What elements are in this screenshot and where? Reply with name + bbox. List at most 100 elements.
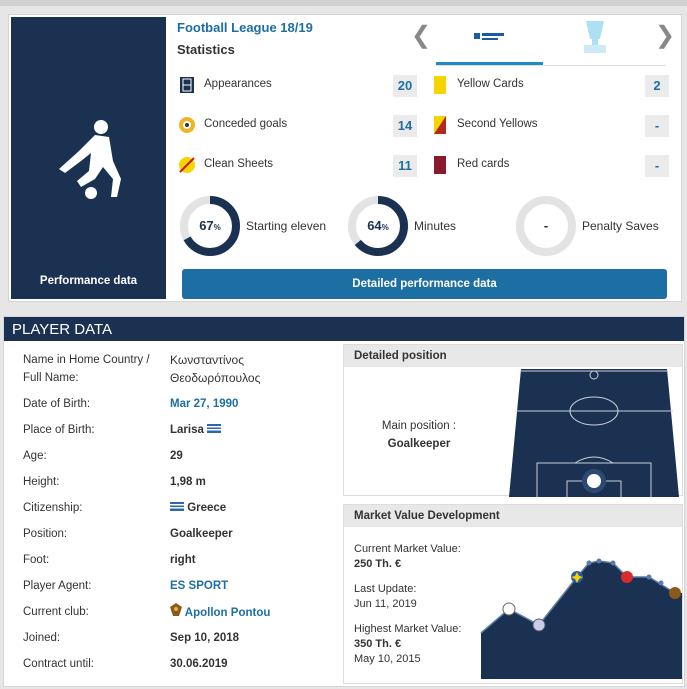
info-value: Larisa (170, 421, 330, 439)
side-label: Performance data (39, 275, 138, 287)
ring-text: 67% (179, 218, 241, 233)
stat-label: Red cards (457, 158, 510, 170)
info-label: Date of Birth: (23, 398, 91, 410)
ring (348, 196, 408, 256)
flag (207, 424, 222, 433)
ring-value: 64 (367, 218, 382, 233)
info-row: Age: 29 (10, 447, 340, 465)
info-value[interactable]: Apollon Pontou (170, 603, 330, 622)
info-label: Contract until: (23, 658, 94, 670)
info-label: Current club: (23, 606, 89, 618)
mv-value: 250 Th. € (354, 558, 402, 570)
stat-value: - (645, 155, 669, 177)
club-crest (170, 603, 182, 616)
citizenship-text: Greece (187, 502, 227, 514)
section-title: PLAYER DATA (4, 317, 684, 341)
info-value[interactable]: Mar 27, 1990 (170, 398, 239, 410)
ring-label: Minutes (414, 219, 457, 233)
mv-date: Jun 11, 2019 (354, 598, 417, 610)
position-panel: Detailed position Main position : Goalke… (343, 344, 683, 497)
ring-unit: % (381, 223, 389, 232)
ring-unit: % (213, 223, 221, 232)
info-value: 30.06.2019 (170, 658, 228, 670)
side-panel: Performance data (11, 17, 166, 299)
ring-text: - (515, 218, 577, 233)
info-value: 29 (170, 450, 183, 462)
info-label: Foot: (23, 554, 50, 566)
mv-value: 350 Th. € (354, 638, 402, 650)
stat-icon (179, 117, 195, 133)
panel-title: Detailed position (344, 345, 682, 367)
mv-chart (480, 558, 682, 679)
ring-arc (348, 196, 408, 256)
info-value: Goalkeeper (170, 528, 233, 540)
info-row: Height: 1,98 m (10, 473, 340, 491)
ring-value: - (543, 218, 549, 233)
club-text[interactable]: Apollon Pontou (184, 607, 271, 619)
stat-value: 14 (393, 115, 417, 137)
info-table: Name in Home Country / Full Name: Κωνσταν… (10, 351, 340, 681)
panel-title: Market Value Development (344, 505, 682, 527)
ring (516, 196, 576, 256)
ring-text: 64% (347, 218, 409, 233)
mv-label: Last Update: (354, 583, 417, 595)
info-row: Current club: Apollon Pontou (10, 603, 340, 622)
league-logo[interactable] (474, 31, 506, 43)
info-row: Place of Birth: Larisa (10, 421, 340, 439)
performance-card: Performance data Football League 18/19 S… (8, 14, 682, 302)
info-label: Position: (23, 528, 68, 540)
position-value: Goalkeeper (387, 438, 451, 450)
ring (180, 196, 240, 256)
stat-value: 11 (393, 155, 417, 177)
detail-button[interactable]: Detailed performance data (182, 269, 667, 299)
info-row: Citizenship: Greece (10, 499, 340, 517)
stat-value: 2 (645, 75, 669, 97)
info-value: 1,98 m (170, 476, 206, 488)
flag (170, 502, 184, 511)
cup-logo[interactable] (580, 17, 610, 57)
info-row: Player Agent: ES SPORT (10, 577, 340, 595)
stat-icon (179, 157, 195, 173)
prev-arrow[interactable]: ❮ (411, 22, 432, 49)
info-row: Joined: Sep 10, 2018 (10, 629, 340, 647)
stat-icon (434, 116, 446, 134)
stats-heading: Statistics (177, 42, 235, 57)
ring-track (516, 196, 576, 256)
info-value: right (170, 554, 196, 566)
stat-icon (434, 156, 446, 174)
info-value: Greece (170, 499, 330, 517)
mv-label: Highest Market Value: (354, 623, 462, 635)
stat-value: - (645, 115, 669, 137)
info-row: Contract until: 30.06.2019 (10, 655, 340, 673)
stat-icon (434, 76, 446, 94)
info-label: Joined: (23, 632, 61, 644)
league-name[interactable]: Football League 18/19 (177, 20, 313, 35)
ring-label: Penalty Saves (582, 219, 659, 233)
next-arrow[interactable]: ❯ (655, 22, 676, 49)
stat-label: Clean Sheets (204, 158, 274, 170)
position-label: Main position : (381, 420, 457, 432)
stat-label: Appearances (204, 78, 272, 90)
info-label: Height: (23, 476, 60, 488)
pitch (509, 369, 679, 497)
stat-value: 20 (393, 75, 417, 97)
info-value: Κωνσταντίνος Θεοδωρόπουλος (170, 353, 261, 385)
info-label: Name in Home Country / Full Name: (23, 354, 150, 384)
info-label: Citizenship: (23, 502, 83, 514)
ring-label: Starting eleven (246, 219, 327, 233)
info-row: Date of Birth: Mar 27, 1990 (10, 395, 340, 413)
info-row: Position: Goalkeeper (10, 525, 340, 543)
info-row: Foot: right (10, 551, 340, 569)
place-text: Larisa (170, 424, 204, 436)
stat-label: Second Yellows (457, 118, 538, 130)
info-label: Place of Birth: (23, 424, 95, 436)
player-card: PLAYER DATA Name in Home Country / Full … (3, 316, 685, 687)
info-value[interactable]: ES SPORT (170, 580, 229, 592)
stat-label: Yellow Cards (457, 78, 524, 90)
ring-value: 67 (199, 218, 214, 233)
tab-underline (436, 62, 543, 65)
mv-label: Current Market Value: (354, 543, 461, 555)
stat-label: Conceded goals (204, 118, 288, 130)
